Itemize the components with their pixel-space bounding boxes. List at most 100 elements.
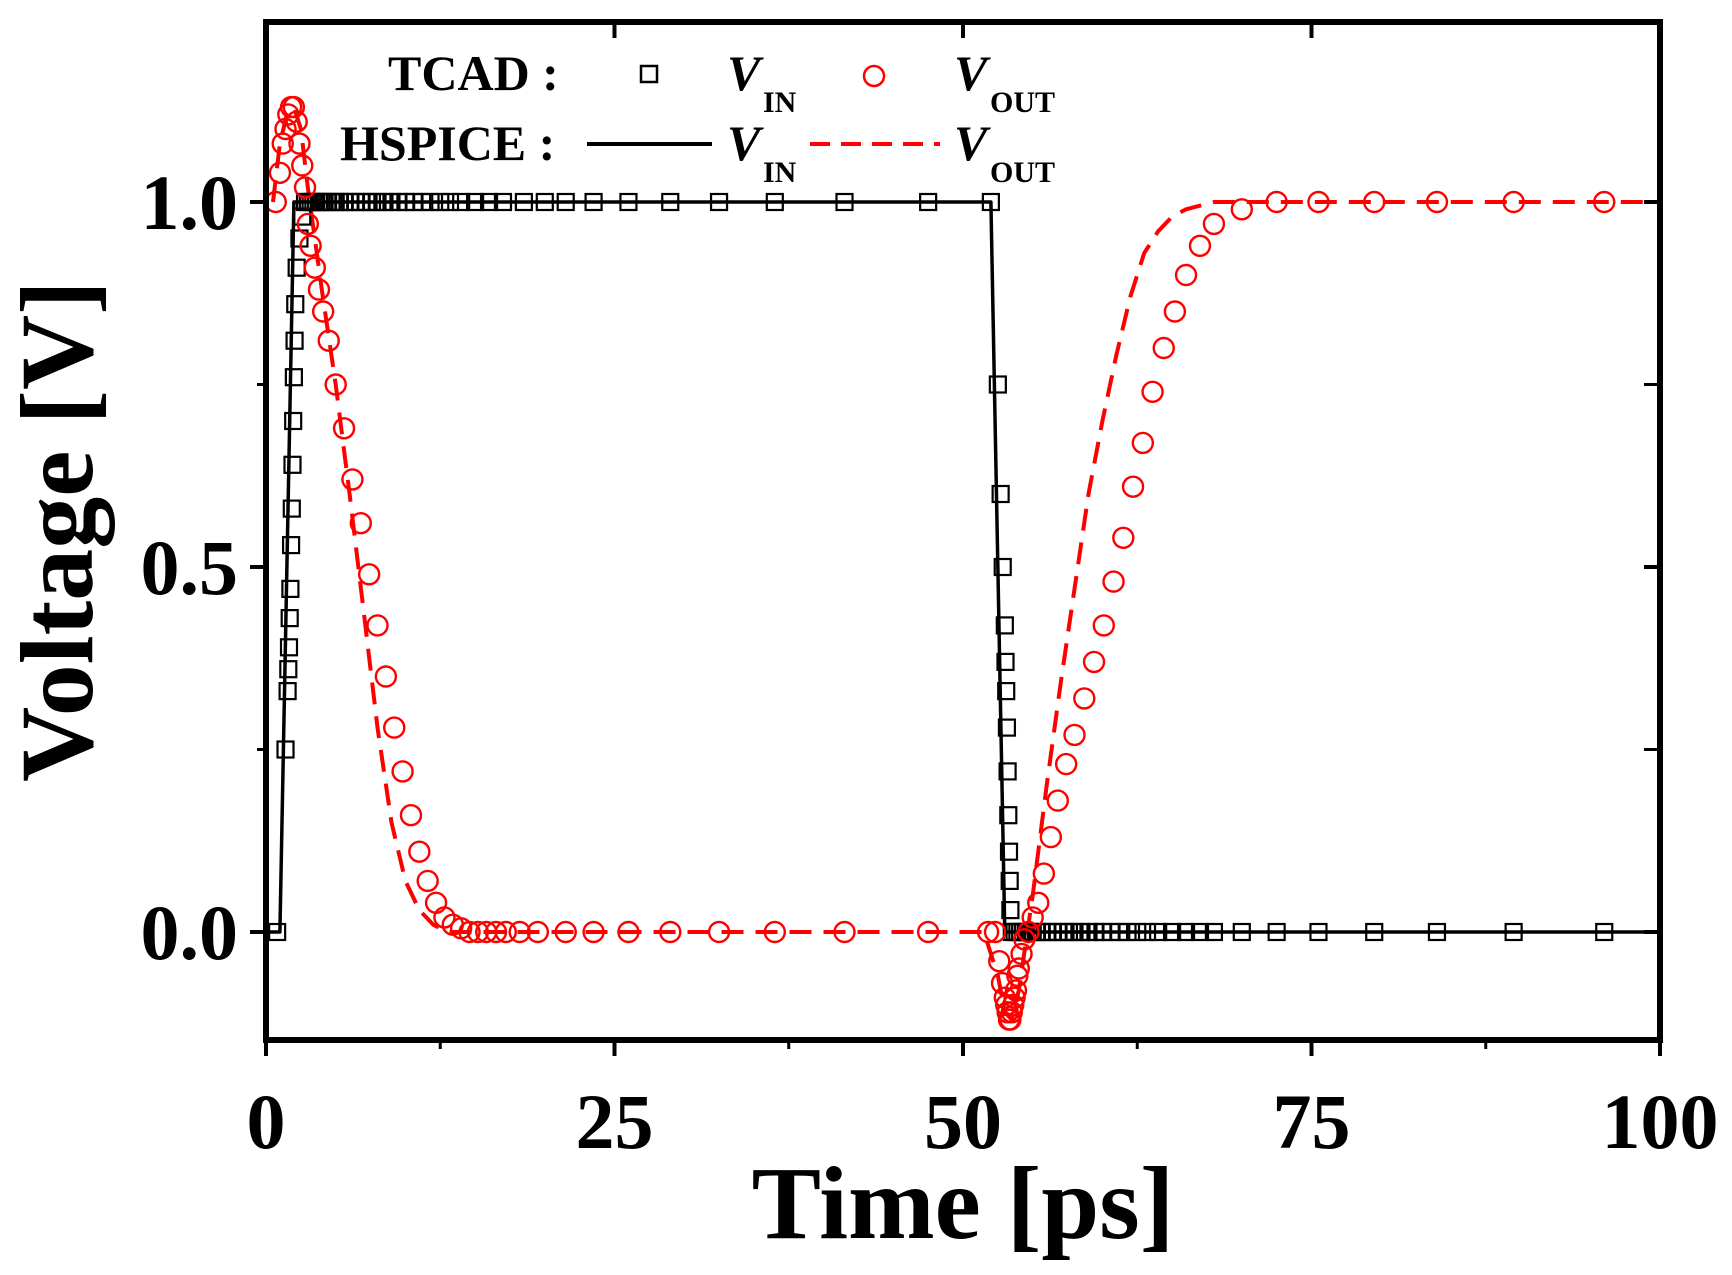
tcad-vout-point <box>1230 198 1254 221</box>
hspice-vin-line <box>266 200 1660 934</box>
lines-layer <box>266 105 1660 1022</box>
tcad-vout-point <box>1502 190 1525 214</box>
tcad-vout-point <box>1017 920 1040 944</box>
tcad-vout-point <box>466 920 490 944</box>
legend-tcad-vin-label: V <box>727 45 764 101</box>
tcad-vout-point <box>357 563 381 586</box>
tcad-vout-point <box>268 161 292 185</box>
tcad-vin-point <box>998 762 1017 781</box>
tcad-vin-point <box>281 535 301 555</box>
tcad-vout-point <box>366 614 389 637</box>
tcad-vout-point <box>1593 190 1616 214</box>
x-tick-label: 50 <box>924 1078 1002 1165</box>
tcad-vout-point <box>424 891 448 914</box>
tcad-vin-point <box>284 368 303 387</box>
ticks-layer: 0 25 50 75 100 0.0 0.5 1.0 <box>141 22 1719 1165</box>
tcad-vout-point <box>341 468 364 491</box>
tcad-vout-point <box>433 906 456 929</box>
tcad-vin-point <box>709 192 729 212</box>
tcad-vout-point <box>1425 190 1449 214</box>
tcad-vin-point <box>1190 922 1210 942</box>
tcad-vin-point <box>431 192 450 212</box>
tcad-vin-point <box>286 295 305 314</box>
tcad-vout-point <box>1121 475 1145 498</box>
tcad-vout-point <box>1039 825 1063 849</box>
tcad-vout-point <box>1063 723 1086 747</box>
tcad-vout-point <box>999 1008 1022 1031</box>
tcad-vout-point <box>324 373 347 396</box>
tcad-vout-point <box>296 212 320 236</box>
tcad-vin-point <box>280 608 299 628</box>
tcad-vout-point <box>983 920 1007 944</box>
tcad-vout-point <box>1112 526 1135 549</box>
legend-group-hspice: HSPICE : <box>340 115 555 171</box>
tcad-vout-point <box>1046 789 1069 812</box>
tcad-vout-point <box>763 920 787 944</box>
tcad-vout-point <box>271 132 294 155</box>
tcad-vin-point <box>1118 922 1137 942</box>
legend-tcad-vout-sub: OUT <box>990 86 1055 119</box>
legend-hspice-vout-label: V <box>954 115 991 171</box>
tcad-vin-point <box>1204 922 1224 942</box>
tcad-vout-point <box>408 840 431 863</box>
tcad-vout-point <box>349 512 372 535</box>
tcad-vin-point <box>584 192 603 212</box>
tcad-vin-point <box>276 740 295 759</box>
legend: TCAD : V IN V OUT HSPICE : V IN V OUT <box>340 45 1055 189</box>
tcad-vin-point <box>981 192 1000 212</box>
axes-layer <box>263 19 1663 1043</box>
tcad-vin-point <box>1176 922 1196 942</box>
legend-tcad-vin-sub: IN <box>763 86 797 119</box>
plot-frame <box>263 19 1663 1043</box>
tcad-vin-point <box>282 499 301 518</box>
tcad-vout-point <box>391 760 414 783</box>
tcad-vout-point <box>1141 380 1164 403</box>
tcad-vin-point <box>997 681 1016 701</box>
legend-tcad-vout-label: V <box>954 45 991 101</box>
tcad-vout-point <box>1202 212 1226 236</box>
tcad-vout-point <box>1032 862 1056 885</box>
y-tick-label: 1.0 <box>141 159 239 246</box>
tcad-vin-point <box>440 192 460 212</box>
x-tick-label: 25 <box>576 1078 654 1165</box>
tcad-vout-point <box>332 417 356 440</box>
tcad-vin-point <box>421 192 440 212</box>
tcad-vin-point <box>1001 900 1020 920</box>
tcad-vout-point <box>993 986 1017 1009</box>
tcad-vin-point <box>1504 922 1523 942</box>
tcad-vin-point <box>1232 922 1251 942</box>
tcad-vout-point <box>1054 752 1078 776</box>
tcad-vout-point <box>916 920 940 944</box>
tcad-vout-point <box>554 920 577 944</box>
legend-circle-marker <box>862 64 886 88</box>
tcad-vin-point <box>619 192 638 212</box>
tcad-vout-point <box>1010 942 1033 966</box>
tcad-vin-point <box>493 192 513 212</box>
tcad-vin-point <box>997 718 1017 737</box>
tcad-vout-point <box>374 665 398 688</box>
tcad-vin-point <box>514 192 533 212</box>
tcad-vout-point <box>1152 336 1175 360</box>
tcad-vout-point <box>1363 190 1386 214</box>
y-tick-label: 0.5 <box>141 524 239 611</box>
tcad-vin-point <box>283 455 302 474</box>
tcad-vin-point <box>1162 922 1182 942</box>
tcad-vin-point <box>991 484 1010 504</box>
tcad-vin-point <box>278 681 297 701</box>
x-tick-label: 75 <box>1273 1078 1351 1165</box>
legend-hspice-vin-sub: IN <box>763 156 797 189</box>
tcad-vin-point <box>281 579 300 599</box>
tcad-vout-point <box>707 920 731 944</box>
tcad-vout-point <box>1073 687 1096 710</box>
x-tick-label: 0 <box>247 1078 286 1165</box>
tcad-vout-point <box>303 256 326 279</box>
tcad-vin-point <box>995 616 1014 635</box>
tcad-vout-point <box>266 190 287 214</box>
tcad-vin-point <box>284 411 303 431</box>
tcad-vin-point <box>835 192 854 212</box>
tcad-vin-point <box>1595 922 1614 942</box>
tcad-vin-point <box>1309 922 1328 942</box>
tcad-vout-point <box>1265 190 1288 214</box>
tcad-vin-point <box>1365 922 1384 942</box>
tcad-vout-point <box>311 300 335 323</box>
